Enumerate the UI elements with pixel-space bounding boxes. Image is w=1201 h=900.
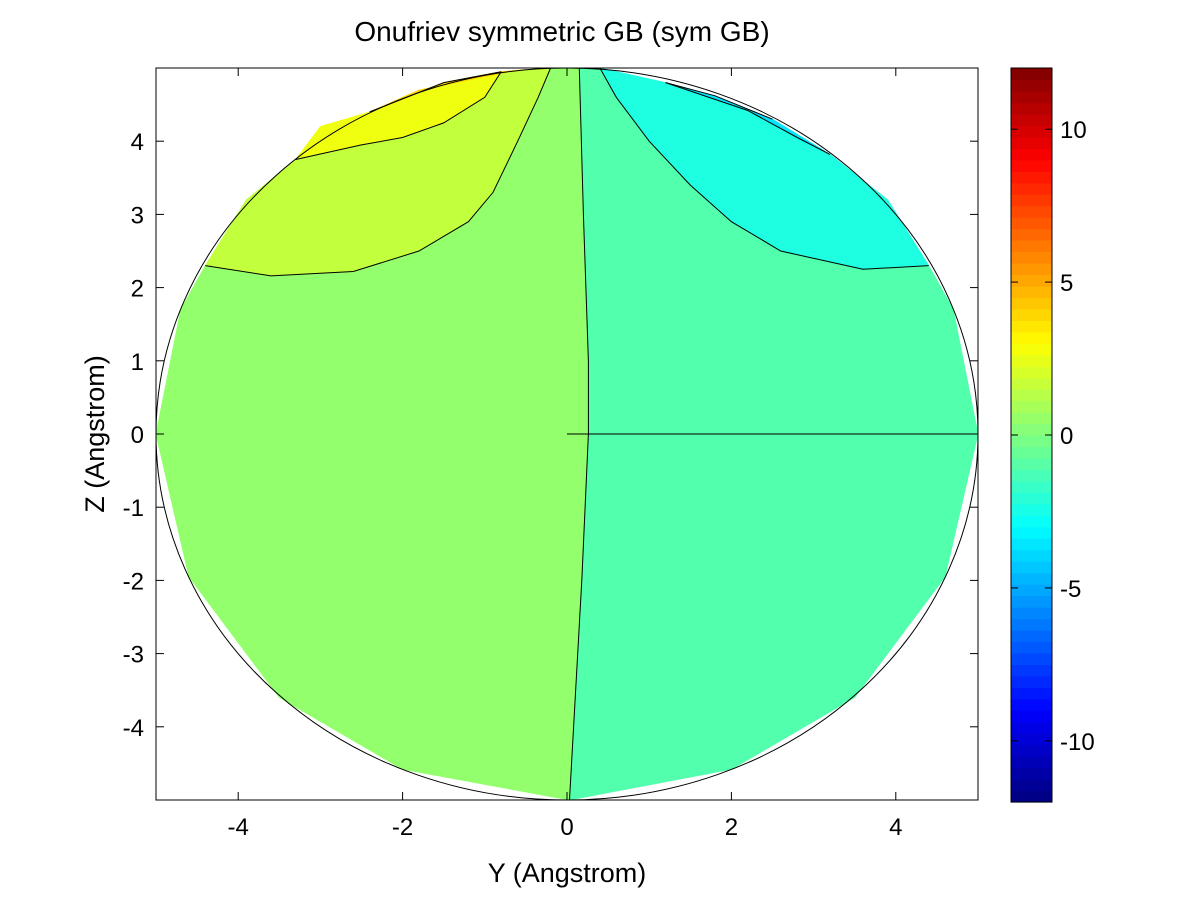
colorbar-band [1011,205,1052,218]
colorbar-band [1011,790,1052,803]
colorbar-band [1011,182,1052,195]
y-tick-label: 2 [131,276,144,303]
colorbar-band [1011,251,1052,264]
colorbar-band [1011,240,1052,253]
colorbar-band [1011,194,1052,207]
colorbar-band [1011,744,1052,757]
colorbar-tick-label: -10 [1060,729,1095,756]
colorbar-band [1011,90,1052,104]
colorbar-band [1011,652,1052,665]
colorbar-band [1011,274,1052,287]
x-tick-label: 4 [889,814,902,841]
chart-title: Onufriev symmetric GB (sym GB) [354,16,769,47]
colorbar-band [1011,354,1052,367]
colorbar-band [1011,503,1052,516]
colorbar-band [1011,125,1052,138]
y-tick-label: -1 [123,495,144,522]
colorbar-band [1011,308,1052,321]
colorbar-band [1011,343,1052,356]
y-tick-label: -4 [123,715,144,742]
colorbar-band [1011,113,1052,126]
colorbar-band [1011,320,1052,333]
contour-line-7 [665,82,773,120]
colorbar-band [1011,767,1052,780]
colorbar-band [1011,515,1052,528]
colorbar-band [1011,595,1052,608]
colorbar-band [1011,607,1052,620]
colorbar-band [1011,136,1052,149]
colorbar-band [1011,721,1052,734]
colorbar-band [1011,526,1052,539]
x-tick-label: -2 [392,814,413,841]
colorbar-band [1011,733,1052,746]
colorbar-tick-label: -5 [1060,576,1081,603]
colorbar-band [1011,79,1052,92]
colorbar-band [1011,675,1052,688]
colorbar-band [1011,331,1052,344]
colorbar-band [1011,68,1052,81]
x-axis-label: Y (Angstrom) [488,858,647,888]
y-tick-label: -2 [123,568,144,595]
y-tick-label: -3 [123,642,144,669]
colorbar-band [1011,423,1052,436]
colorbar-band [1011,228,1052,241]
colorbar-ticks: 10 5 0 -5 -10 [1011,117,1095,756]
colorbar-band [1011,377,1052,390]
colorbar-band [1011,561,1052,574]
colorbar-band [1011,641,1052,654]
colorbar-tick-label: 5 [1060,270,1073,297]
colorbar-band [1011,618,1052,631]
colorbar-band [1011,285,1052,298]
x-tick-label: -4 [228,814,249,841]
colorbar-band [1011,297,1052,310]
colorbar-band [1011,171,1052,184]
colorbar-band [1011,366,1052,379]
colorbar-bands [1011,68,1052,803]
colorbar-tick-label: 10 [1060,117,1087,144]
colorbar-band [1011,698,1052,711]
x-tick-label: 2 [725,814,738,841]
colorbar-band [1011,584,1052,597]
y-axis-label: Z (Angstrom) [80,355,110,513]
x-tick-label: 0 [560,814,573,841]
colorbar-band [1011,538,1052,551]
colorbar-band [1011,687,1052,700]
colorbar-band [1011,457,1052,471]
colorbar-band [1011,217,1052,230]
y-tick-label: 4 [131,129,144,156]
colorbar-band [1011,549,1052,562]
colorbar-tick-label: 0 [1060,423,1073,450]
colorbar-band [1011,389,1052,402]
contour-line-2 [205,67,552,277]
colorbar-band [1011,572,1052,585]
contour-line-5 [599,67,929,270]
y-tick-label: 3 [131,202,144,229]
contour-line-3 [295,71,502,160]
contour-line-6 [665,82,831,155]
colorbar-band [1011,400,1052,413]
y-tick-label: 1 [131,349,144,376]
x-axis-ticks: -4 -2 0 2 4 [228,68,902,841]
colorbar-band [1011,779,1052,792]
colorbar-band [1011,664,1052,677]
colorbar-band [1011,756,1052,769]
colorbar-band [1011,102,1052,115]
colorbar-band [1011,412,1052,425]
colorbar-band [1011,492,1052,505]
colorbar-band [1011,446,1052,459]
colorbar-band [1011,159,1052,172]
colorbar-band [1011,629,1052,643]
contour-line-0 [569,67,589,801]
plot-area: -4 -2 0 2 4 4 3 2 1 0 -1 -2 -3 -4 [123,67,979,841]
colorbar: 10 5 0 -5 -10 [1010,67,1095,803]
colorbar-band [1011,480,1052,493]
colorbar-band [1011,710,1052,723]
colorbar-band [1011,435,1052,448]
colorbar-band [1011,148,1052,161]
colorbar-band [1011,469,1052,482]
colorbar-band [1011,262,1052,276]
y-tick-label: 0 [131,422,144,449]
y-axis-ticks: 4 3 2 1 0 -1 -2 -3 -4 [123,129,978,742]
